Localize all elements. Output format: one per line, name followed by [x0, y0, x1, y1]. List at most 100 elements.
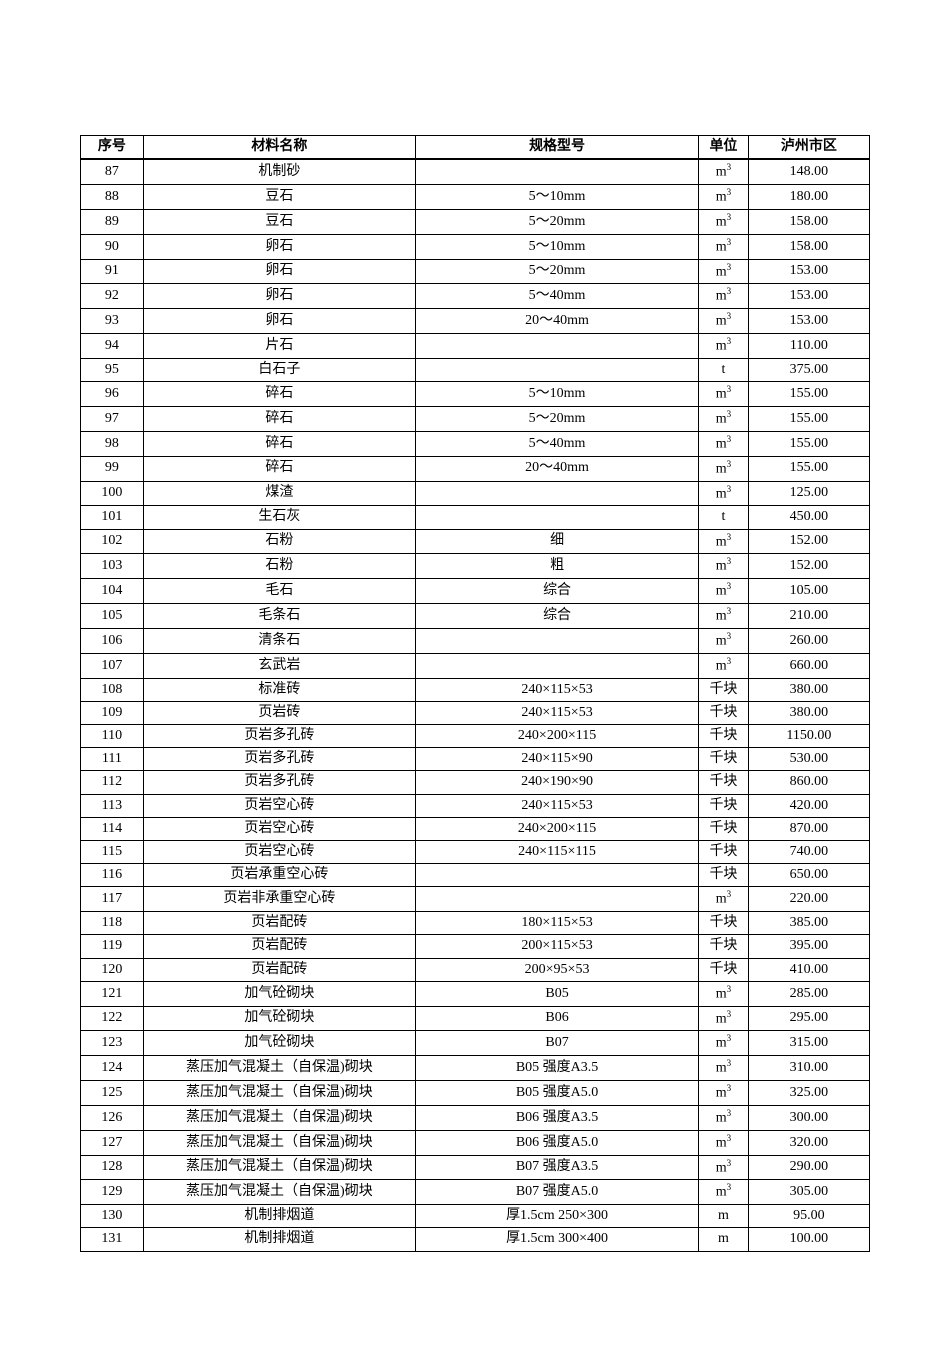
cell-spec: B07 强度A3.5 [415, 1155, 698, 1180]
cell-seq: 96 [81, 382, 144, 407]
cell-unit: m3 [699, 334, 749, 359]
cell-name: 页岩多孔砖 [143, 748, 415, 771]
table-row: 92卵石5～40mmm3153.00 [81, 284, 870, 309]
cell-name: 毛石 [143, 579, 415, 604]
cell-spec: 5～20mm [415, 259, 698, 284]
cell-price: 180.00 [748, 185, 869, 210]
cell-price: 155.00 [748, 431, 869, 456]
cell-spec: 20～40mm [415, 309, 698, 334]
cell-seq: 114 [81, 817, 144, 840]
cell-price: 300.00 [748, 1105, 869, 1130]
table-row: 125蒸压加气混凝土（自保温)砌块B05 强度A5.0m3325.00 [81, 1081, 870, 1106]
cell-seq: 119 [81, 935, 144, 958]
cell-unit: m3 [699, 554, 749, 579]
cell-spec: B07 强度A5.0 [415, 1180, 698, 1205]
cell-name: 机制排烟道 [143, 1205, 415, 1228]
cell-spec: 5～10mm [415, 185, 698, 210]
cell-unit: m3 [699, 604, 749, 629]
table-row: 102石粉细m3152.00 [81, 529, 870, 554]
cell-unit: m3 [699, 1056, 749, 1081]
cell-unit: m3 [699, 579, 749, 604]
cell-spec: 200×115×53 [415, 935, 698, 958]
cell-name: 卵石 [143, 259, 415, 284]
cell-price: 295.00 [748, 1006, 869, 1031]
cell-unit: m [699, 1228, 749, 1251]
cell-unit: m3 [699, 382, 749, 407]
cell-spec [415, 159, 698, 184]
cell-seq: 113 [81, 794, 144, 817]
cell-seq: 120 [81, 958, 144, 981]
cell-unit: t [699, 506, 749, 529]
cell-spec: 5～20mm [415, 209, 698, 234]
cell-spec: 240×115×53 [415, 678, 698, 701]
cell-name: 蒸压加气混凝土（自保温)砌块 [143, 1056, 415, 1081]
cell-seq: 131 [81, 1228, 144, 1251]
cell-seq: 105 [81, 604, 144, 629]
cell-spec: B05 强度A5.0 [415, 1081, 698, 1106]
cell-name: 蒸压加气混凝土（自保温)砌块 [143, 1081, 415, 1106]
table-row: 105毛条石综合m3210.00 [81, 604, 870, 629]
cell-seq: 102 [81, 529, 144, 554]
table-row: 94片石m3110.00 [81, 334, 870, 359]
cell-spec: 5～10mm [415, 234, 698, 259]
cell-unit: m3 [699, 284, 749, 309]
table-row: 93卵石20～40mmm3153.00 [81, 309, 870, 334]
cell-price: 95.00 [748, 1205, 869, 1228]
cell-name: 蒸压加气混凝土（自保温)砌块 [143, 1155, 415, 1180]
table-row: 114页岩空心砖240×200×115千块870.00 [81, 817, 870, 840]
cell-name: 碎石 [143, 431, 415, 456]
cell-spec: 240×190×90 [415, 771, 698, 794]
cell-spec: 5～20mm [415, 406, 698, 431]
cell-name: 页岩空心砖 [143, 817, 415, 840]
cell-price: 290.00 [748, 1155, 869, 1180]
cell-unit: m3 [699, 185, 749, 210]
cell-unit: m3 [699, 529, 749, 554]
cell-spec: 200×95×53 [415, 958, 698, 981]
cell-name: 页岩配砖 [143, 958, 415, 981]
table-row: 112页岩多孔砖240×190×90千块860.00 [81, 771, 870, 794]
cell-name: 页岩非承重空心砖 [143, 887, 415, 912]
cell-seq: 100 [81, 481, 144, 506]
materials-price-table: 序号 材料名称 规格型号 单位 泸州市区 87机制砂m3148.0088豆石5～… [80, 135, 870, 1252]
cell-seq: 99 [81, 456, 144, 481]
cell-name: 石粉 [143, 529, 415, 554]
table-row: 95白石子t375.00 [81, 358, 870, 381]
table-row: 129蒸压加气混凝土（自保温)砌块B07 强度A5.0m3305.00 [81, 1180, 870, 1205]
cell-name: 卵石 [143, 234, 415, 259]
cell-spec: 20～40mm [415, 456, 698, 481]
cell-price: 305.00 [748, 1180, 869, 1205]
cell-seq: 98 [81, 431, 144, 456]
cell-spec: 240×115×53 [415, 794, 698, 817]
cell-name: 机制砂 [143, 159, 415, 184]
cell-unit: m3 [699, 628, 749, 653]
cell-price: 153.00 [748, 309, 869, 334]
cell-price: 450.00 [748, 506, 869, 529]
cell-spec: B06 强度A3.5 [415, 1105, 698, 1130]
cell-price: 1150.00 [748, 724, 869, 747]
cell-unit: 千块 [699, 771, 749, 794]
cell-name: 加气砼砌块 [143, 981, 415, 1006]
cell-name: 白石子 [143, 358, 415, 381]
cell-unit: m3 [699, 887, 749, 912]
cell-price: 155.00 [748, 406, 869, 431]
table-row: 108标准砖240×115×53千块380.00 [81, 678, 870, 701]
table-row: 119页岩配砖200×115×53千块395.00 [81, 935, 870, 958]
cell-spec: 粗 [415, 554, 698, 579]
cell-price: 860.00 [748, 771, 869, 794]
cell-seq: 122 [81, 1006, 144, 1031]
cell-spec: 240×115×53 [415, 701, 698, 724]
cell-unit: m3 [699, 981, 749, 1006]
cell-name: 机制排烟道 [143, 1228, 415, 1251]
cell-name: 蒸压加气混凝土（自保温)砌块 [143, 1105, 415, 1130]
cell-unit: m3 [699, 1105, 749, 1130]
cell-seq: 115 [81, 840, 144, 863]
cell-price: 320.00 [748, 1130, 869, 1155]
cell-name: 页岩空心砖 [143, 840, 415, 863]
cell-price: 870.00 [748, 817, 869, 840]
table-row: 120页岩配砖200×95×53千块410.00 [81, 958, 870, 981]
table-row: 126蒸压加气混凝土（自保温)砌块B06 强度A3.5m3300.00 [81, 1105, 870, 1130]
cell-price: 158.00 [748, 234, 869, 259]
header-name: 材料名称 [143, 136, 415, 160]
cell-seq: 104 [81, 579, 144, 604]
header-seq: 序号 [81, 136, 144, 160]
